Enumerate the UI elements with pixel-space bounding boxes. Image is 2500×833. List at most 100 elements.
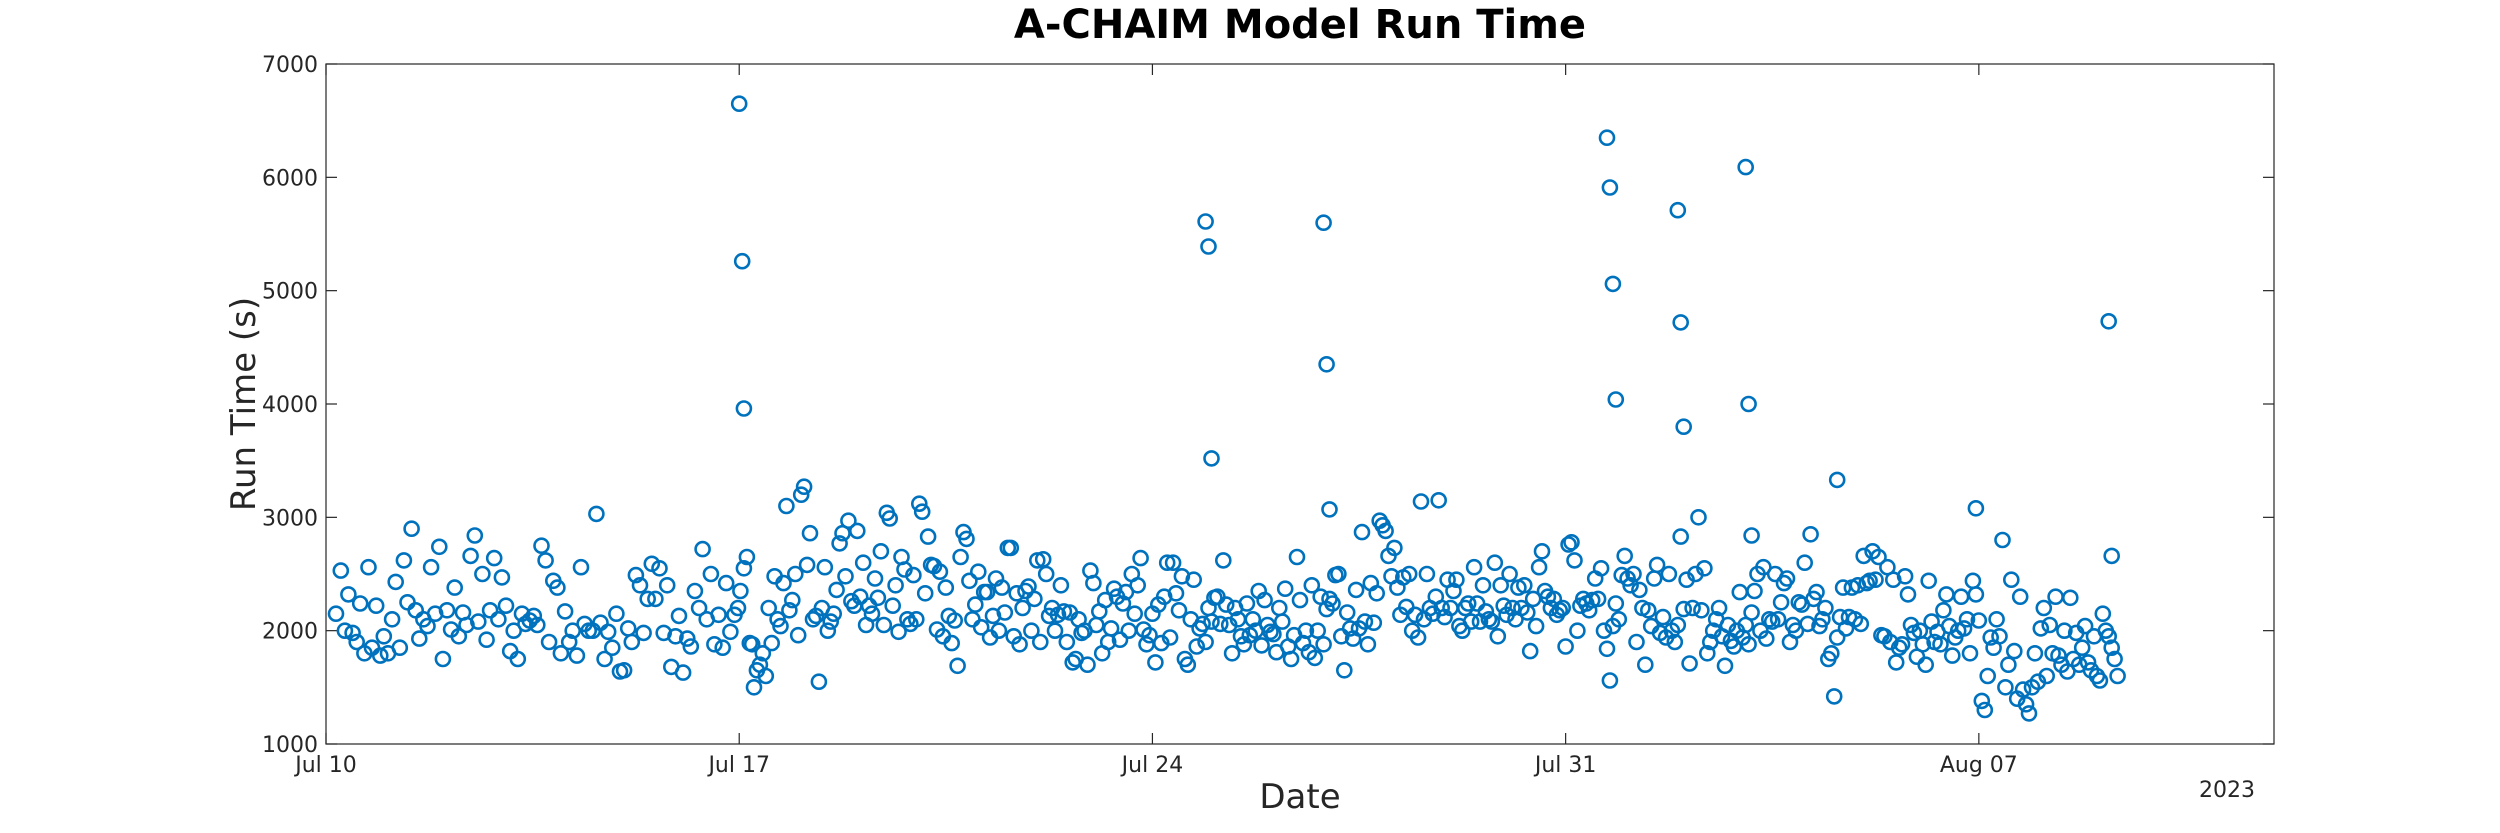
data-point (1699, 644, 1716, 662)
data-point (1102, 620, 1120, 637)
y-axis-label: Run Time (s) (224, 297, 264, 511)
data-point (1944, 647, 1961, 664)
data-point (1406, 606, 1424, 624)
data-point (1648, 556, 1666, 574)
data-point (1551, 601, 1568, 619)
x-tick-label: Jul 24 (1120, 753, 1184, 778)
data-point (1973, 692, 1991, 710)
data-point (1560, 536, 1577, 553)
data-point (1359, 635, 1377, 653)
data-point (403, 520, 420, 538)
data-point (810, 673, 828, 691)
data-point (1566, 552, 1583, 569)
data-point (1743, 527, 1760, 544)
data-point (1212, 615, 1229, 633)
data-point (714, 639, 732, 657)
data-point (2103, 639, 2120, 657)
data-point (1610, 610, 1628, 628)
x-axis-year-label: 2023 (2199, 778, 2255, 803)
y-axis-ticks: 1000 2000 3000 4000 5000 6000 7000 (262, 53, 2274, 758)
data-point (1598, 640, 1616, 658)
data-point (1743, 604, 1760, 621)
data-point (327, 605, 345, 623)
data-point (1330, 565, 1347, 583)
data-point (745, 678, 763, 696)
data-point (2011, 588, 2029, 606)
y-tick-label: 3000 (262, 506, 318, 531)
data-point (1244, 610, 1262, 628)
data-point (2100, 312, 2117, 330)
data-point (623, 633, 641, 651)
data-point (1769, 610, 1787, 628)
data-point (1454, 622, 1471, 640)
data-point (2003, 571, 2020, 589)
data-point (1483, 613, 1501, 630)
data-point (881, 510, 899, 527)
data-point (462, 547, 479, 565)
data-point (828, 581, 845, 599)
data-point (964, 610, 981, 628)
data-point (1758, 630, 1775, 647)
data-point (336, 622, 354, 640)
data-point (1037, 565, 1055, 583)
data-point (732, 582, 749, 600)
data-point (1896, 567, 1914, 585)
data-point (1920, 572, 1937, 590)
data-point (1276, 580, 1294, 598)
data-point (1790, 593, 1808, 611)
data-point (549, 579, 566, 596)
data-point (816, 558, 834, 576)
data-point (2038, 667, 2055, 685)
data-point (407, 601, 425, 619)
data-point (1032, 633, 1049, 651)
data-point (2106, 650, 2123, 668)
data-point (1519, 604, 1536, 621)
data-point (383, 610, 401, 628)
data-point (1858, 574, 1875, 592)
data-point (1232, 627, 1250, 645)
data-point (958, 530, 975, 548)
data-point (1604, 275, 1622, 293)
data-point (2035, 599, 2053, 617)
data-point (1625, 565, 1642, 583)
data-point (568, 647, 586, 664)
data-point (1480, 610, 1498, 628)
data-point (1433, 599, 1450, 617)
data-point (2073, 639, 2091, 657)
data-point (537, 552, 554, 569)
chart-title: A-CHAIM Model Run Time (1014, 2, 1586, 48)
data-point (1852, 615, 1870, 633)
data-point (1533, 542, 1551, 560)
data-point (682, 638, 700, 655)
data-point (763, 634, 781, 652)
data-point (505, 622, 523, 640)
data-point (1179, 656, 1197, 674)
data-point (1690, 508, 1707, 526)
data-point (1563, 533, 1580, 551)
data-point (1598, 129, 1616, 146)
data-point (792, 486, 810, 504)
data-point (391, 639, 409, 657)
data-point (2026, 644, 2044, 662)
data-point (907, 610, 925, 628)
data-point (2056, 622, 2073, 640)
data-point (735, 400, 753, 417)
data-point (619, 620, 637, 637)
data-point (395, 552, 413, 569)
data-point (1288, 548, 1306, 566)
data-point (978, 583, 996, 601)
data-point (2000, 656, 2017, 674)
data-point (1111, 631, 1129, 649)
data-point (1808, 583, 1825, 601)
data-point (603, 639, 621, 657)
data-point (1474, 576, 1492, 594)
data-point (972, 618, 990, 636)
data-point (631, 576, 649, 594)
data-point (1462, 613, 1480, 630)
data-point (1014, 599, 1031, 617)
y-tick-label: 1000 (262, 733, 318, 758)
data-point (1430, 491, 1447, 509)
data-point (528, 616, 546, 634)
data-point (1681, 655, 1698, 672)
data-point (1002, 539, 1020, 557)
